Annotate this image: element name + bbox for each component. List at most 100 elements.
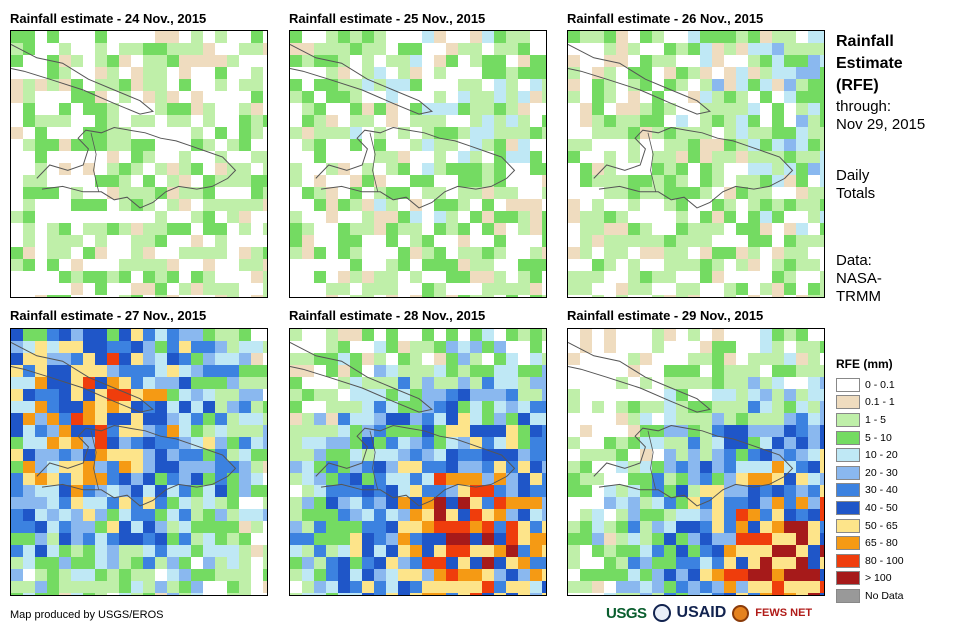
rainfall-cell — [604, 235, 616, 247]
rainfall-cell — [688, 67, 700, 79]
rainfall-cell — [338, 43, 350, 55]
rainfall-cell — [155, 43, 167, 55]
legend-item: 0 - 0.1 — [836, 376, 904, 394]
rainfall-cell — [676, 67, 688, 79]
rainfall-cell — [772, 211, 784, 223]
rainfall-cell — [482, 175, 494, 187]
rainfall-cell — [338, 377, 350, 389]
rainfall-cell — [434, 151, 446, 163]
rainfall-cell — [628, 91, 640, 103]
rainfall-cell — [700, 127, 712, 139]
legend-item: 50 - 65 — [836, 517, 904, 535]
rainfall-cell — [760, 593, 772, 595]
rainfall-cell — [760, 425, 772, 437]
rainfall-cell — [35, 581, 47, 593]
rainfall-cell — [736, 115, 748, 127]
rainfall-cell — [362, 163, 374, 175]
rainfall-cell — [592, 163, 604, 175]
rainfall-cell — [748, 557, 760, 569]
rainfall-cell — [506, 295, 518, 297]
rainfall-cell — [203, 461, 215, 473]
rainfall-cell — [506, 43, 518, 55]
rainfall-cell — [239, 473, 251, 485]
rainfall-cell — [700, 43, 712, 55]
rainfall-cell — [314, 151, 326, 163]
rainfall-cell — [604, 163, 616, 175]
rainfall-cell — [398, 365, 410, 377]
rainfall-cell — [700, 259, 712, 271]
rainfall-cell — [239, 259, 251, 271]
rainfall-cell — [784, 389, 796, 401]
rainfall-cell — [506, 569, 518, 581]
rainfall-cell — [470, 593, 482, 595]
rainfall-cell — [386, 163, 398, 175]
rainfall-cell — [47, 461, 59, 473]
rainfall-cell — [107, 55, 119, 67]
rainfall-cell — [820, 55, 824, 67]
rainfall-cell — [155, 485, 167, 497]
rainfall-cell — [215, 389, 227, 401]
rainfall-cell — [155, 449, 167, 461]
rainfall-cell — [652, 175, 664, 187]
rainfall-cell — [518, 569, 530, 581]
rainfall-cell — [398, 79, 410, 91]
rainfall-cell — [542, 211, 546, 223]
rainfall-cell — [239, 353, 251, 365]
rainfall-cell — [700, 413, 712, 425]
rainfall-cell — [11, 521, 23, 533]
rainfall-cell — [95, 31, 107, 43]
rainfall-cell — [494, 139, 506, 151]
rainfall-cell — [83, 365, 95, 377]
rainfall-cell — [203, 329, 215, 341]
rainfall-cell — [179, 329, 191, 341]
rainfall-cell — [215, 329, 227, 341]
rainfall-cell — [302, 545, 314, 557]
rainfall-cell — [167, 425, 179, 437]
rainfall-cell — [119, 187, 131, 199]
rainfall-cell — [47, 247, 59, 259]
rainfall-cell — [83, 569, 95, 581]
rainfall-cell — [736, 389, 748, 401]
rainfall-cell — [338, 521, 350, 533]
rainfall-cell — [470, 461, 482, 473]
rainfall-cell — [446, 353, 458, 365]
rainfall-cell — [326, 521, 338, 533]
legend-label: 50 - 65 — [865, 519, 898, 532]
rainfall-cell — [338, 235, 350, 247]
rainfall-cell — [131, 521, 143, 533]
rainfall-cell — [664, 425, 676, 437]
rainfall-cell — [410, 485, 422, 497]
rainfall-cell — [446, 449, 458, 461]
rainfall-cell — [724, 401, 736, 413]
rainfall-cell — [640, 283, 652, 295]
rainfall-cell — [724, 545, 736, 557]
rainfall-cell — [191, 163, 203, 175]
rainfall-cell — [446, 569, 458, 581]
rainfall-cell — [155, 461, 167, 473]
rainfall-cell — [760, 187, 772, 199]
rainfall-cell — [215, 151, 227, 163]
rainfall-cell — [179, 509, 191, 521]
rainfall-cell — [482, 163, 494, 175]
rainfall-cell — [23, 353, 35, 365]
rainfall-cell — [227, 557, 239, 569]
rainfall-cell — [422, 485, 434, 497]
rainfall-cell — [542, 295, 546, 297]
rainfall-cell — [568, 521, 580, 533]
rainfall-cell — [71, 271, 83, 283]
rainfall-cell — [59, 365, 71, 377]
panel-title-6: Rainfall estimate - 29 Nov., 2015 — [567, 308, 764, 323]
rainfall-cell — [542, 593, 546, 595]
rainfall-cell — [772, 329, 784, 341]
rainfall-cell — [652, 593, 664, 595]
rainfall-cell — [470, 509, 482, 521]
rainfall-cell — [143, 461, 155, 473]
rainfall-cell — [796, 223, 808, 235]
rainfall-cell — [326, 461, 338, 473]
rainfall-cell — [542, 545, 546, 557]
rainfall-cell — [143, 521, 155, 533]
rainfall-cell — [736, 247, 748, 259]
rainfall-cell — [664, 413, 676, 425]
rainfall-cell — [35, 437, 47, 449]
rainfall-cell — [362, 473, 374, 485]
